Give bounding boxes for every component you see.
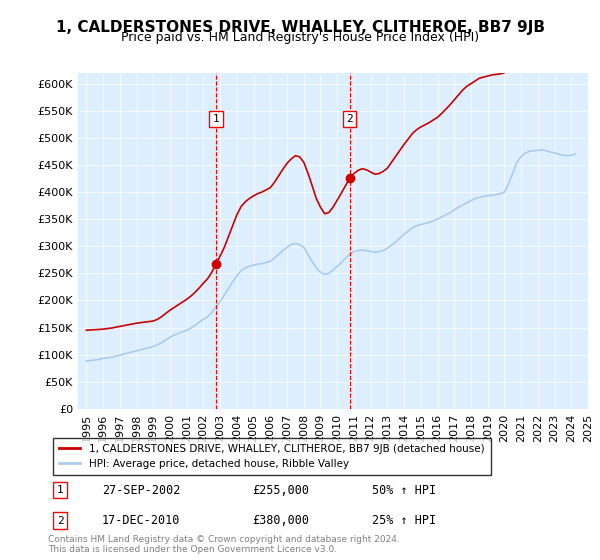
Text: 50% ↑ HPI: 50% ↑ HPI [372, 483, 436, 497]
Text: 25% ↑ HPI: 25% ↑ HPI [372, 514, 436, 528]
Text: 1, CALDERSTONES DRIVE, WHALLEY, CLITHEROE, BB7 9JB: 1, CALDERSTONES DRIVE, WHALLEY, CLITHERO… [56, 20, 545, 35]
Text: 17-DEC-2010: 17-DEC-2010 [102, 514, 181, 528]
Text: Contains HM Land Registry data © Crown copyright and database right 2024.
This d: Contains HM Land Registry data © Crown c… [48, 535, 400, 554]
Legend: 1, CALDERSTONES DRIVE, WHALLEY, CLITHEROE, BB7 9JB (detached house), HPI: Averag: 1, CALDERSTONES DRIVE, WHALLEY, CLITHERO… [53, 437, 491, 475]
Text: 1: 1 [56, 485, 64, 495]
Text: 2: 2 [56, 516, 64, 526]
Text: £380,000: £380,000 [252, 514, 309, 528]
Text: 2: 2 [346, 114, 353, 124]
Text: £255,000: £255,000 [252, 483, 309, 497]
Text: 1: 1 [212, 114, 220, 124]
Text: 27-SEP-2002: 27-SEP-2002 [102, 483, 181, 497]
Text: Price paid vs. HM Land Registry's House Price Index (HPI): Price paid vs. HM Land Registry's House … [121, 31, 479, 44]
